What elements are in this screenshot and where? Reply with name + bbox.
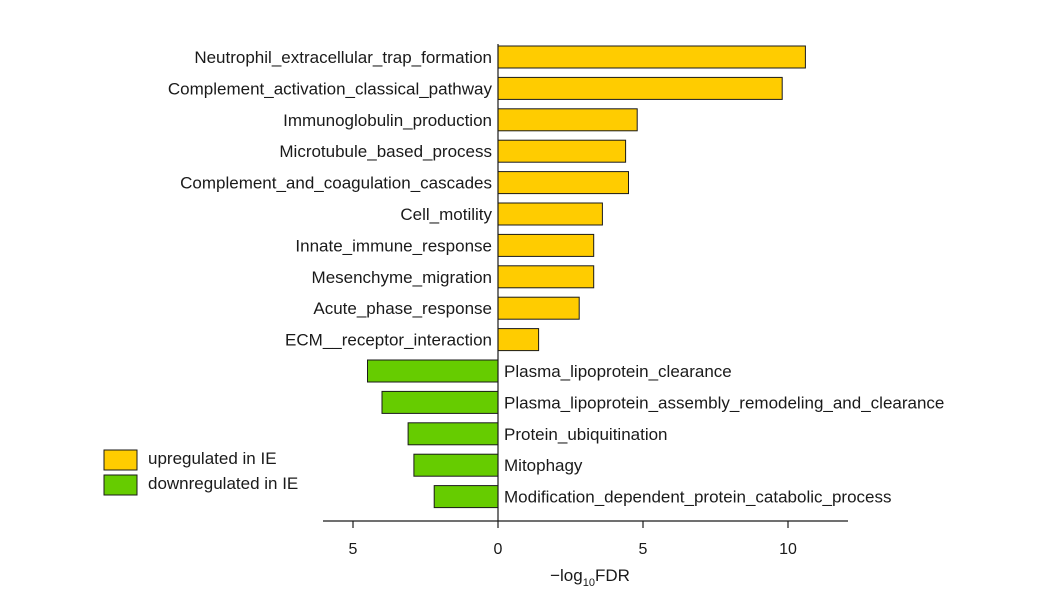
category-label: Cell_motility [400, 205, 492, 224]
x-axis-label: −log10FDR [550, 566, 630, 589]
up-bar-8 [497, 296, 580, 320]
x-tick-label: 0 [494, 541, 503, 558]
up-bar-0 [497, 45, 806, 69]
category-label: Microtubule_based_process [279, 142, 492, 161]
category-label: Acute_phase_response [313, 299, 492, 318]
x-ticks-group: 5 0 5 10 [349, 521, 797, 558]
legend-label: upregulated in IE [148, 449, 277, 468]
category-label: Complement_and_coagulation_cascades [180, 174, 492, 193]
up-bar-9 [497, 328, 540, 352]
category-label: Plasma_lipoprotein_clearance [504, 362, 732, 381]
down-bar-0 [367, 359, 499, 383]
down-bar-3 [413, 453, 499, 477]
up-bar-1 [497, 76, 783, 100]
x-tick-label: 5 [639, 541, 648, 558]
category-label: Complement_activation_classical_pathway [168, 79, 493, 98]
category-label: Plasma_lipoprotein_assembly_remodeling_a… [504, 393, 944, 412]
legend: upregulated in IE downregulated in IE [103, 449, 298, 496]
category-label: Immunoglobulin_production [283, 111, 492, 130]
category-labels-group: Neutrophil_extracellular_trap_formation C… [168, 48, 945, 507]
x-tick-label: 5 [349, 541, 358, 558]
legend-swatch [103, 449, 138, 471]
category-label: Mitophagy [504, 456, 583, 475]
category-label: Modification_dependent_protein_catabolic… [504, 488, 892, 507]
up-bar-6 [497, 233, 595, 257]
category-label: Mesenchyme_migration [312, 268, 492, 287]
category-label: Neutrophil_extracellular_trap_formation [194, 48, 492, 67]
up-bar-5 [497, 202, 603, 226]
up-bar-4 [497, 171, 629, 195]
category-label: Protein_ubiquitination [504, 425, 668, 444]
down-bar-1 [381, 390, 499, 414]
x-axis-label-prefix: −log [550, 566, 583, 585]
x-tick-label: 10 [779, 541, 797, 558]
up-bar-3 [497, 139, 627, 163]
category-label: ECM__receptor_interaction [285, 331, 492, 350]
up-bar-7 [497, 265, 595, 289]
category-label: Innate_immune_response [295, 236, 492, 255]
x-axis-label-suffix: FDR [595, 566, 630, 585]
up-bar-2 [497, 108, 638, 132]
legend-label: downregulated in IE [148, 474, 298, 493]
legend-swatch [103, 474, 138, 496]
x-axis-label-subscript: 10 [583, 577, 595, 589]
down-bar-4 [433, 485, 499, 509]
down-bar-2 [407, 422, 499, 446]
